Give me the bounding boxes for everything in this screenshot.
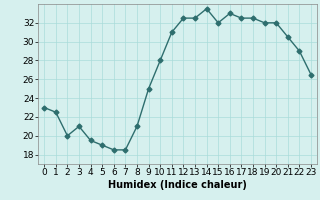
X-axis label: Humidex (Indice chaleur): Humidex (Indice chaleur) — [108, 180, 247, 190]
